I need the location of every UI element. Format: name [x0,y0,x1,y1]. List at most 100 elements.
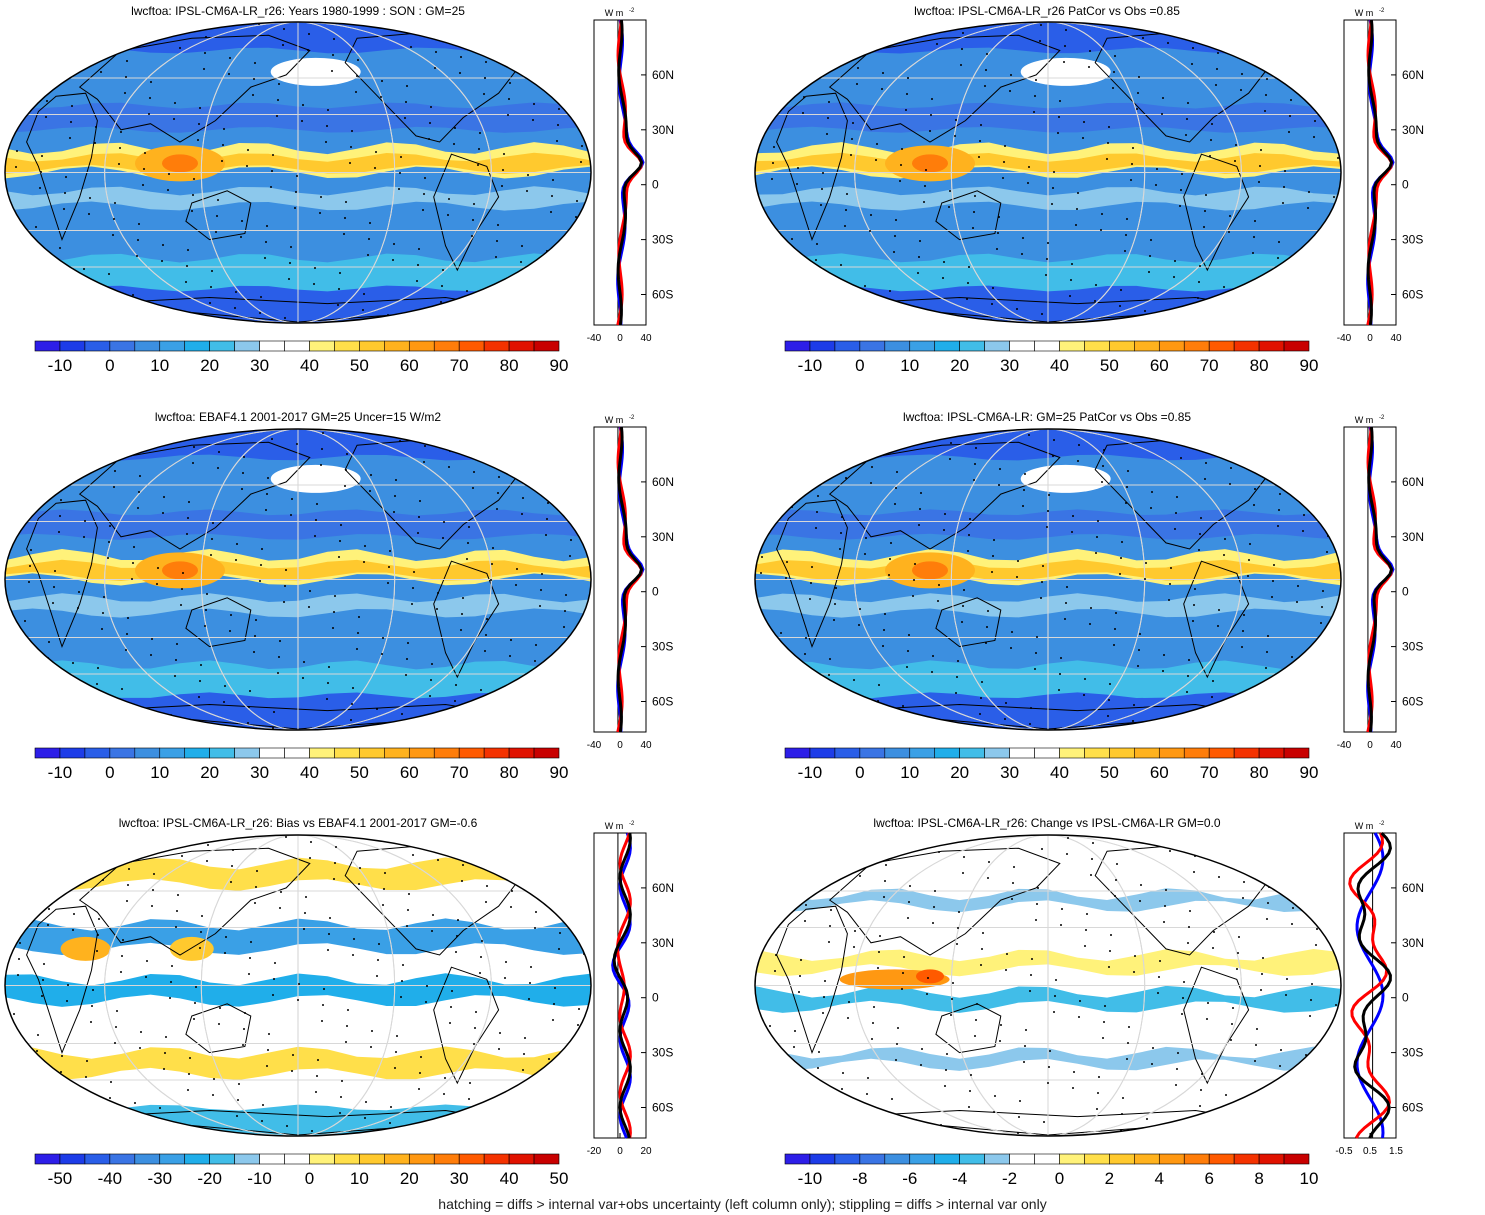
stipple-dot [551,463,553,465]
stipple-dot [1115,879,1117,881]
stipple-dot [1024,473,1026,475]
stipple-dot [938,584,940,586]
stipple-dot [945,1069,947,1071]
stipple-dot [761,556,763,558]
map-field [755,835,1341,1136]
stipple-dot [28,581,30,583]
stipple-dot [1331,228,1333,230]
stipple-dot [1307,207,1309,209]
stipple-dot [63,208,65,210]
colorbar-swatch [884,747,911,759]
colorbar-swatch [159,340,186,352]
stipple-dot [96,683,98,685]
stipple-dot [859,608,861,610]
stipple-dot [1225,1094,1227,1096]
stipple-dot [1241,646,1243,648]
stipple-dot [1231,1023,1233,1025]
stipple-dot [1120,557,1122,559]
stipple-dot [1267,635,1269,637]
stipple-dot [1049,1050,1051,1052]
stipple-dot [448,466,450,468]
stipple-dot [144,152,146,154]
stipple-dot [13,1013,15,1015]
stipple-dot [272,994,274,996]
colorbar-swatch [909,1153,936,1165]
stipple-dot [1009,90,1011,92]
stipple-dot [1187,102,1189,104]
stipple-dot [1322,590,1324,592]
stipple-dot [493,1103,495,1105]
stipple-dot [1177,1052,1179,1054]
stipple-dot [193,178,195,180]
stipple-dot [381,80,383,82]
stipple-dot [1089,50,1091,52]
colorbar-label: 50 [550,1169,569,1188]
stipple-dot [71,105,73,107]
stipple-dot [1334,448,1336,450]
stipple-dot [114,202,116,204]
stipple-dot [383,888,385,890]
stipple-dot [1317,912,1319,914]
stipple-dot [1199,533,1201,535]
stipple-dot [858,624,860,626]
stipple-dot [1320,49,1322,51]
stipple-dot [256,870,258,872]
stipple-dot [1134,955,1136,957]
stipple-dot [401,980,403,982]
stipple-dot [1340,682,1341,684]
stipple-dot [268,1033,270,1035]
stipple-dot [308,33,310,35]
stipple-dot [1066,853,1068,855]
colorbar-swatch [433,747,460,759]
stipple-dot [1270,39,1272,41]
stipple-dot [755,643,756,645]
colorbar-swatch [533,340,560,352]
stipple-dot [771,178,773,180]
stipple-dot [833,619,835,621]
colorbar-swatch [184,340,210,352]
stipple-dot [107,289,109,291]
stipple-dot [533,103,535,105]
stipple-dot [999,468,1001,470]
stipple-dot [364,1117,366,1119]
colorbar-swatch [1134,747,1160,759]
stipple-dot [359,867,361,869]
stipple-dot [1052,187,1054,189]
stipple-dot [395,1051,397,1053]
colorbar-swatch [1283,1153,1310,1165]
colorbar-label: 40 [500,1169,519,1188]
stipple-dot [973,211,975,213]
stipple-dot [590,866,591,868]
stipple-dot [40,439,42,441]
stipple-dot [418,248,420,250]
stipple-dot [194,430,196,432]
stipple-dot [896,471,898,473]
stipple-dot [168,173,170,175]
stipple-dot [870,482,872,484]
stipple-dot [424,177,426,179]
stipple-dot [108,273,110,275]
stipple-dot [890,1114,892,1116]
stipple-dot [820,204,822,206]
stipple-dot [581,145,583,147]
stipple-dot [1198,281,1200,283]
stipple-dot [1140,884,1142,886]
stipple-dot [203,68,205,70]
map-border [754,428,1342,731]
stipple-dot [131,310,133,312]
colorbar-swatch [984,747,1010,759]
stipple-dot [1286,978,1288,980]
stipple-dot [761,288,763,290]
stipple-dot [755,70,756,72]
stipple-dot [968,1106,970,1108]
stipple-dot [176,643,178,645]
stipple-dot [89,197,91,199]
stipple-dot [417,532,419,534]
stipple-dot [441,285,443,287]
profile-line [1355,832,1385,1139]
stipple-dot [804,653,806,655]
stipple-dot [406,658,408,660]
colorbar-swatch [408,747,435,759]
profile-tick-label: 0 [1367,333,1373,344]
continent-outline [26,905,98,1055]
